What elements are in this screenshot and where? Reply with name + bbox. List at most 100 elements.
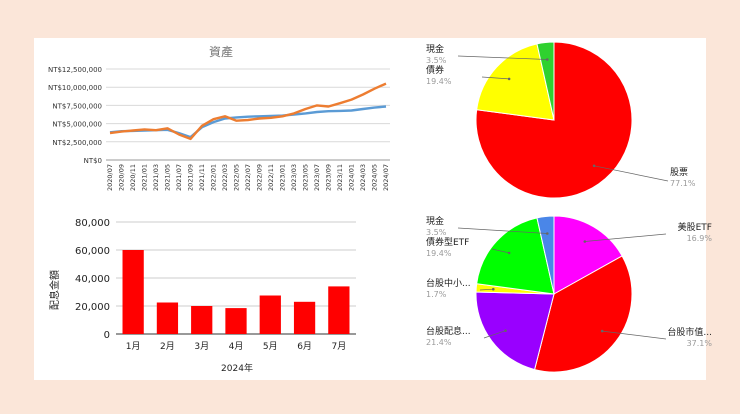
pie-slice-4 [476,217,555,295]
line-x-tick-label: 2021/01 [141,164,149,191]
pie-slice-2 [536,41,555,121]
line-x-tick-label: 2024/03 [359,164,367,191]
pie-slice-pct: 19.4% [426,77,452,86]
pie-slice-1 [533,255,633,373]
bar-2 [156,302,179,334]
pie-leader-dot [546,58,549,61]
bar-x-tick-label: 5月 [263,341,278,352]
line-x-tick-label: 2022/03 [221,164,229,191]
pie-slice-label: 美股ETF [678,221,712,233]
pie-leader-line [457,55,548,60]
pie-slice-pct: 16.9% [687,234,713,243]
pie-leader-line [594,165,669,182]
pie-leader-dot [600,329,604,333]
bar-y-tick-label: 40,000 [75,274,110,285]
bar-chart-xlabel: 2024年 [221,362,253,374]
pie-slice-pct: 21.4% [426,338,452,347]
pie-slice-label: 債券 [426,64,444,76]
pie-slice-0 [553,215,623,295]
line-y-tick-label: NT$7,500,000 [52,102,102,110]
bar-4 [225,308,247,334]
line-x-tick-label: 2021/07 [175,164,183,191]
line-x-tick-label: 2022/11 [267,164,275,191]
bar-7 [328,286,350,334]
line-x-tick-label: 2022/05 [233,164,241,191]
line-x-tick-label: 2021/11 [198,164,206,191]
pie-slice-pct: 3.5% [426,56,447,65]
line-x-tick-label: 2023/09 [325,164,333,191]
pie-slice-1 [476,43,555,121]
line-x-tick-label: 2022/01 [210,164,218,191]
line-x-tick-label: 2022/09 [256,164,264,191]
bar-y-tick-label: 20,000 [75,302,110,313]
pie-slice-pct: 19.4% [426,249,452,258]
pie-leader-dot [492,287,495,291]
pie-slice-2 [475,291,555,371]
pie-leader-dot [546,232,549,235]
bar-3 [191,306,213,334]
pie-slice-pct: 3.5% [426,228,447,237]
line-y-tick-label: NT$2,500,000 [52,139,102,147]
bar-y-tick-label: 60,000 [75,246,110,257]
pie-slice-label: 股票 [670,167,688,178]
dividend-bar-chart: 80,000 60,000 40,000 20,000 0 1月 2月 3月 4月 5月 6月 7月… [48,218,356,374]
pie-leader-dot [504,329,507,333]
line-x-tick-label: 2023/03 [290,164,298,191]
line-x-tick-label: 2023/05 [302,164,310,191]
pie-leader-line [457,227,548,234]
line-y-tick-label: NT$10,000,000 [48,84,102,92]
line-x-tick-label: 2021/05 [164,164,172,191]
pie-leader-line [602,330,667,340]
pie-leader-line [481,76,510,80]
line-x-tick-label: 2020/09 [118,164,126,191]
pie-leader-line [491,248,510,254]
pie-slice-pct: 77.1% [670,179,696,188]
pie-slice-label: 台股市值... [667,326,712,338]
bar-x-tick-label: 1月 [126,341,141,352]
line-series-0 [109,105,387,139]
line-x-tick-label: 2024/05 [371,164,379,191]
pie-leader-line [584,233,667,242]
pie-slice-label: 現金 [426,43,444,55]
line-x-tick-label: 2020/11 [129,164,137,191]
pie-leader-dot [507,77,511,81]
line-x-tick-label: 2024/07 [382,164,390,191]
line-x-tick-label: 2021/03 [152,164,160,191]
line-y-tick-label: NT$12,500,000 [48,66,102,74]
pie-slice-5 [536,215,555,295]
pie-slice-label: 台股中小... [426,277,471,289]
line-x-tick-label: 2023/11 [336,164,344,191]
bar-x-tick-label: 2月 [160,341,175,352]
pie-slice-pct: 1.7% [426,290,447,299]
line-y-tick-label: NT$5,000,000 [52,121,102,129]
bar-y-tick-label: 0 [104,330,110,341]
pie-leader-dot [592,164,596,168]
bar-chart-ylabel: 配息金額 [48,270,61,310]
line-x-tick-label: 2020/07 [106,164,114,191]
bar-y-tick-label: 80,000 [75,218,110,229]
asset-line-chart: 資產 NT$12,500,000 NT$10,000,000 NT$7,500,00… [48,44,390,191]
pie-slice-pct: 37.1% [687,339,713,348]
line-x-tick-label: 2024/01 [348,164,356,191]
line-x-tick-label: 2023/07 [313,164,321,191]
charts-canvas: 資產 NT$12,500,000 NT$10,000,000 NT$7,500,00… [48,41,712,374]
bar-x-tick-label: 6月 [297,341,312,352]
dashboard-panel: 資產 NT$12,500,000 NT$10,000,000 NT$7,500,00… [34,38,712,380]
pie-leader-dot [507,251,511,255]
line-x-tick-label: 2022/07 [244,164,252,191]
pie-leader-dot [583,240,587,243]
bar-1 [122,250,144,334]
line-y-tick-label: NT$0 [84,157,102,165]
line-x-tick-label: 2021/09 [187,164,195,191]
bar-x-tick-label: 7月 [331,341,346,352]
line-series-1 [109,82,387,141]
line-chart-title: 資產 [209,44,233,59]
bar-x-tick-label: 4月 [229,341,244,352]
bar-5 [259,295,281,334]
bar-x-tick-label: 3月 [194,341,209,352]
pie-slice-label: 現金 [426,215,444,227]
line-x-tick-label: 2023/01 [279,164,287,191]
pie-slice-label: 台股配息... [426,325,471,337]
